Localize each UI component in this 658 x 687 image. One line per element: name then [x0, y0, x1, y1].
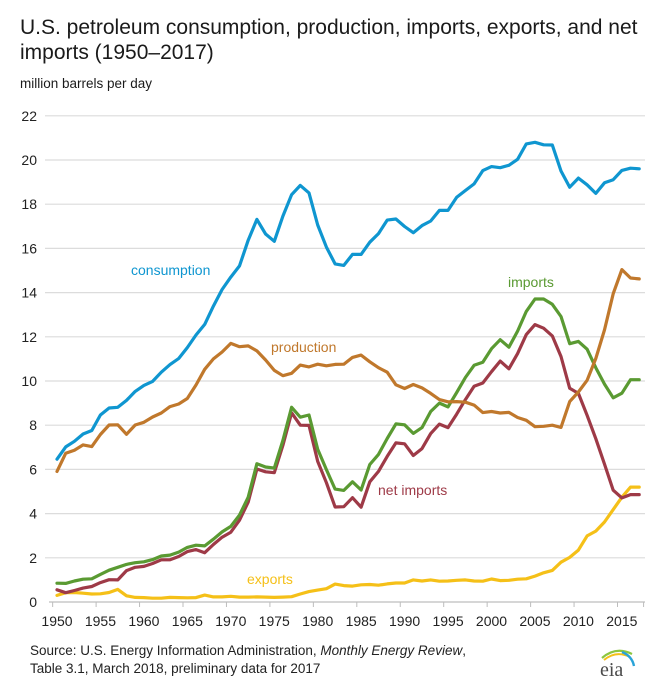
series-line-consumption	[55, 140, 641, 461]
logo-arc-blue	[621, 650, 636, 667]
x-tick-label: 1970	[215, 613, 246, 629]
y-tick-label: 4	[29, 506, 37, 522]
x-tick-label: 2005	[519, 613, 550, 629]
x-tick-label: 2010	[563, 613, 594, 629]
series-label-production: production	[271, 339, 336, 355]
y-tick-label: 8	[29, 417, 37, 433]
x-tick-label: 1990	[389, 613, 420, 629]
x-tick-label: 1965	[172, 613, 203, 629]
x-tick-label: 1995	[432, 613, 463, 629]
series-line-production	[55, 268, 641, 473]
series-line-exports	[55, 485, 641, 600]
source-publication: Monthly Energy Review	[320, 643, 463, 658]
series-label-net-imports: net imports	[378, 482, 447, 498]
chart-title: U.S. petroleum consumption, production, …	[20, 16, 638, 64]
y-tick-label: 0	[29, 594, 37, 610]
chart-subtitle-units: million barrels per day	[20, 76, 153, 91]
source-line2: Table 3.1, March 2018, preliminary data …	[30, 661, 321, 676]
source-prefix: Source: U.S. Energy Information Administ…	[30, 643, 321, 658]
x-tick-label: 1955	[85, 613, 116, 629]
y-tick-label: 16	[21, 240, 37, 256]
series-label-consumption: consumption	[131, 262, 210, 278]
series-line-net-imports	[55, 323, 641, 595]
x-tick-label: 1975	[259, 613, 290, 629]
series-line-imports	[55, 297, 641, 586]
x-tick-label: 1980	[302, 613, 333, 629]
y-tick-label: 10	[21, 373, 37, 389]
series-label-imports: imports	[508, 274, 554, 290]
gridlines	[45, 115, 645, 559]
series-labels: consumption production imports net imports e…	[131, 262, 554, 587]
series-label-exports: exports	[247, 571, 293, 587]
x-tick-label: 1960	[128, 613, 159, 629]
y-tick-label: 22	[21, 108, 37, 124]
x-tick-label: 2000	[476, 613, 507, 629]
y-axis: 0 2 4 6 8 10 12 14 16 18 20 22	[21, 108, 37, 610]
y-tick-label: 20	[21, 152, 37, 168]
y-tick-label: 2	[29, 550, 37, 566]
y-tick-label: 6	[29, 461, 37, 477]
source-note: Source: U.S. Energy Information Administ…	[30, 642, 466, 678]
source-suffix: ,	[462, 643, 466, 658]
x-tick-label: 2015	[606, 613, 637, 629]
x-tick-label: 1985	[346, 613, 377, 629]
y-tick-label: 12	[21, 329, 37, 345]
x-tick-label: 1950	[41, 613, 72, 629]
logo-arc-green	[601, 649, 633, 659]
eia-logo: eia	[600, 649, 636, 680]
x-axis: 1950 1955 1960 1965 1970 1975 1980 1985 1990 1995…	[41, 601, 645, 629]
y-tick-label: 14	[21, 285, 37, 301]
logo-text: eia	[600, 659, 623, 680]
y-tick-label: 18	[21, 196, 37, 212]
series-lines	[55, 140, 641, 600]
